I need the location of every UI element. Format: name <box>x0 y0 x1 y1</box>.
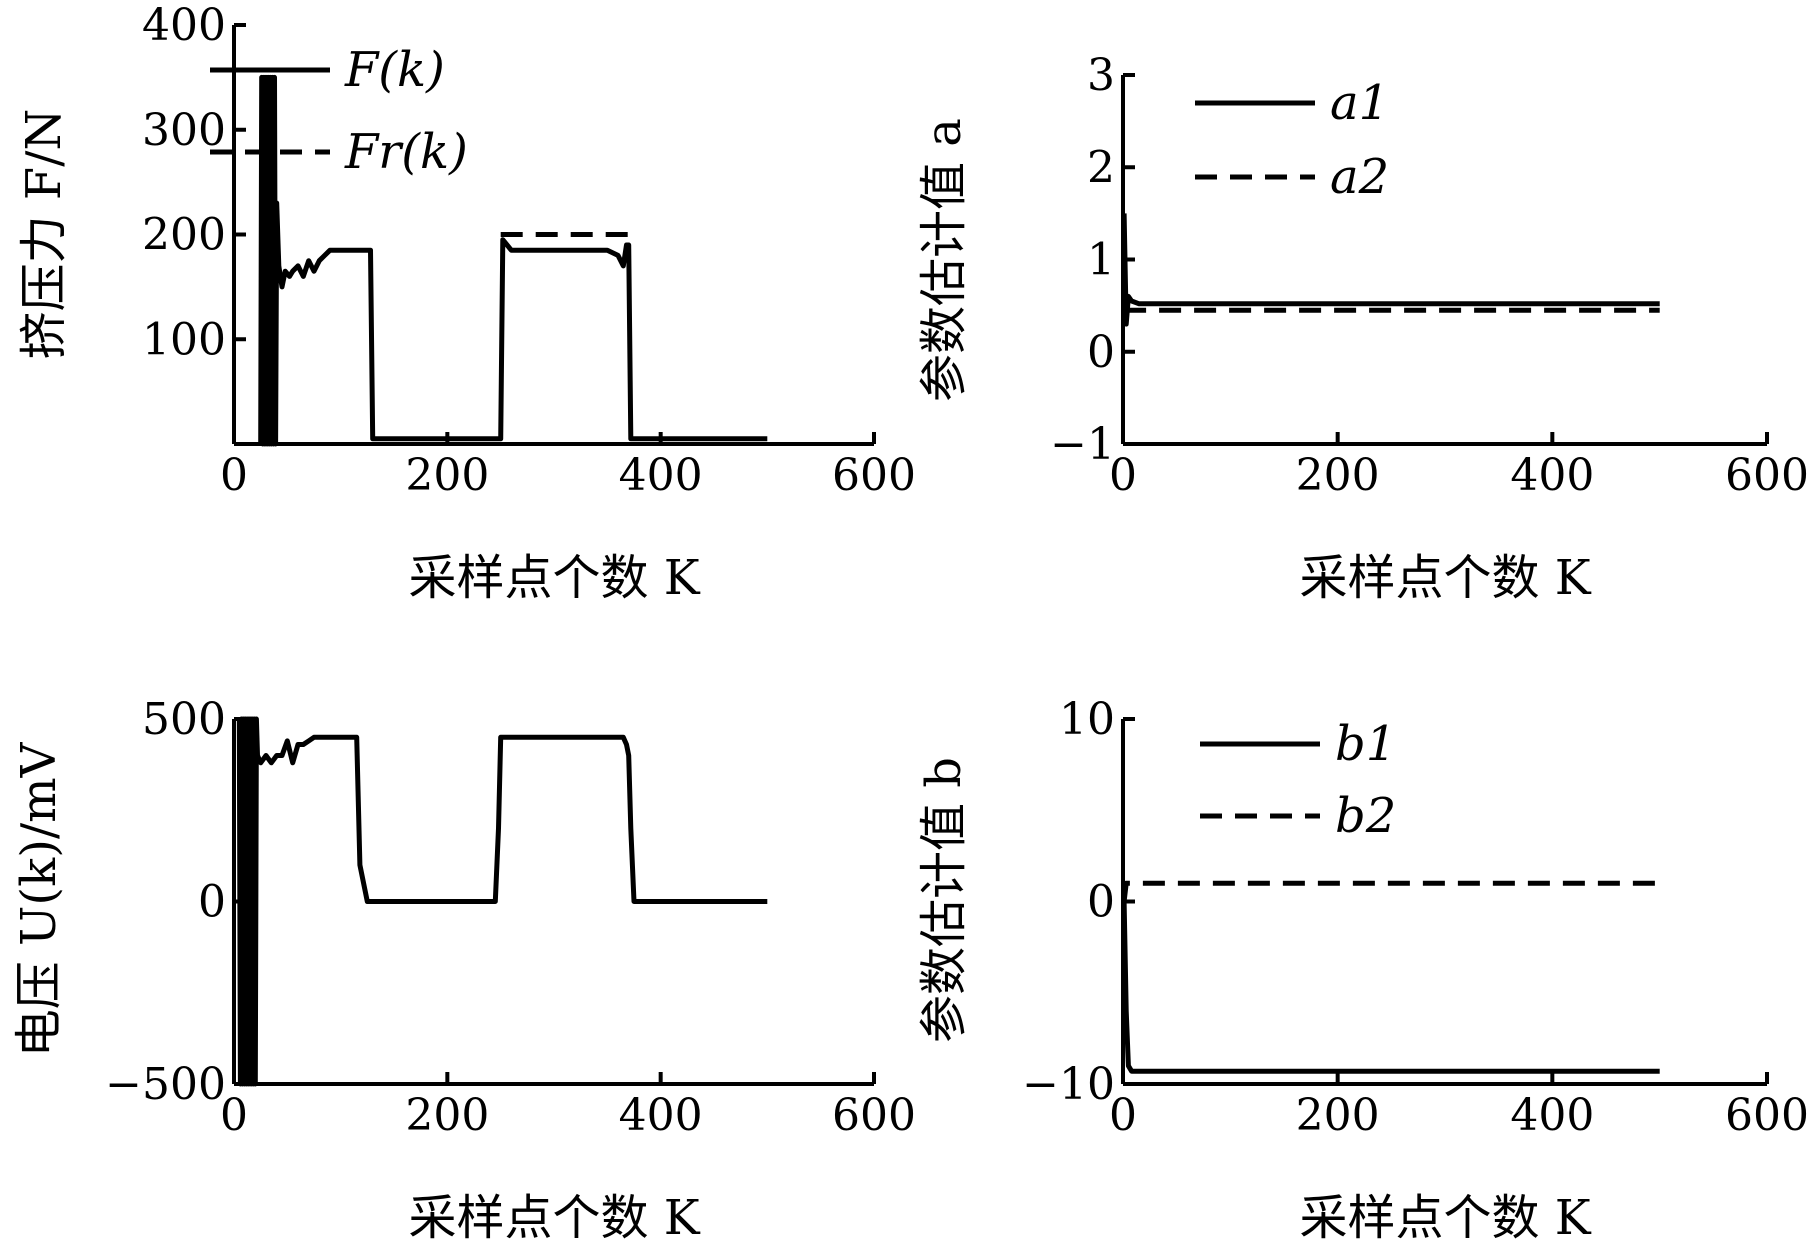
x-tick-label: 200 <box>1296 1090 1380 1141</box>
y-axis-label: 参数估计值 a <box>916 118 972 402</box>
x-tick-label: 200 <box>405 450 489 501</box>
x-tick-label: 0 <box>220 1090 248 1141</box>
y-tick-label: −500 <box>105 1059 226 1110</box>
y-tick-label: 3 <box>1087 50 1115 101</box>
y-axis-label: 挤压力 F/N <box>16 109 72 360</box>
y-tick-label: 10 <box>1059 694 1115 745</box>
y-tick-label: 0 <box>198 877 226 928</box>
legend-label-a2: a2 <box>1330 149 1389 205</box>
y-tick-label: 200 <box>142 210 226 261</box>
legend-label-F(k): F(k) <box>344 42 445 98</box>
legend-label-b2: b2 <box>1335 788 1396 844</box>
series-line-F(k) <box>258 74 768 447</box>
series-line-U(k) <box>236 716 768 1087</box>
x-tick-label: 200 <box>1296 450 1380 501</box>
series-line-a1 <box>1121 213 1660 327</box>
x-tick-label: 400 <box>1510 1090 1594 1141</box>
y-tick-label: 400 <box>142 0 226 51</box>
x-axis-label: 采样点个数 K <box>408 550 700 606</box>
x-tick-label: 600 <box>1725 1090 1809 1141</box>
y-tick-label: 100 <box>142 314 226 365</box>
y-tick-label: 1 <box>1087 235 1115 286</box>
x-tick-label: 400 <box>1510 450 1594 501</box>
legend-label-Fr(k): Fr(k) <box>344 124 468 180</box>
y-axis-label: 参数估计值 b <box>916 757 972 1043</box>
y-tick-label: 2 <box>1087 142 1115 193</box>
y-tick-label: 300 <box>142 105 226 156</box>
y-tick-label: −1 <box>1050 419 1115 470</box>
y-axis-label: 电压 U(k)/mV <box>11 741 67 1057</box>
x-axis-label: 采样点个数 K <box>408 1190 700 1246</box>
series-line-b1 <box>1121 901 1660 1074</box>
legend-label-b1: b1 <box>1335 716 1396 772</box>
x-axis-label: 采样点个数 K <box>1299 1190 1591 1246</box>
chart-panel-1: 0 200 400 600 100 200 300 400 采样点个数 K 挤压力 F/N F(k)… <box>16 0 916 606</box>
y-tick-label: 500 <box>142 694 226 745</box>
y-tick-label: 0 <box>1087 327 1115 378</box>
legend-label-a1: a1 <box>1330 75 1389 131</box>
x-tick-label: 600 <box>1725 450 1809 501</box>
x-tick-label: 0 <box>1109 1090 1137 1141</box>
x-tick-label: 0 <box>1109 450 1137 501</box>
x-tick-label: 400 <box>619 1090 703 1141</box>
y-tick-label: 0 <box>1087 877 1115 928</box>
series-line-b2 <box>1121 880 1660 902</box>
x-tick-label: 600 <box>832 450 916 501</box>
x-tick-label: 400 <box>619 450 703 501</box>
x-tick-label: 600 <box>832 1090 916 1141</box>
y-tick-label: −10 <box>1022 1059 1115 1110</box>
x-axis-label: 采样点个数 K <box>1299 550 1591 606</box>
x-tick-label: 0 <box>220 450 248 501</box>
x-tick-label: 200 <box>405 1090 489 1141</box>
